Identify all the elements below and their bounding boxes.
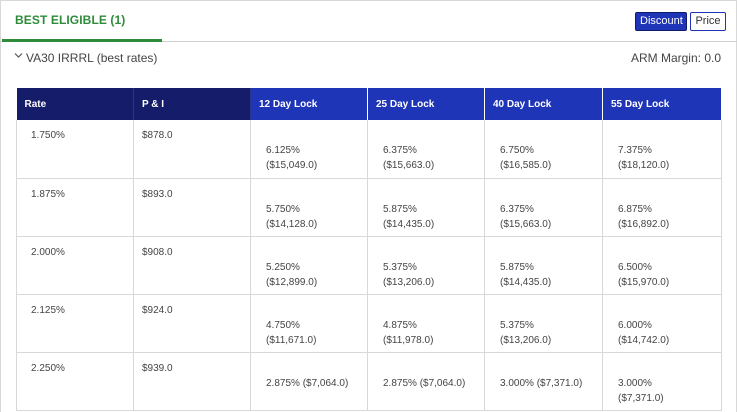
table-row: 1.750% $878.0 6.125% ($15,049.0) 6.375% ($15,… (16, 120, 722, 179)
pi-cell: $878.0 (133, 120, 251, 179)
lock-rate: 5.875% (500, 261, 534, 273)
lock-price: ($7,064.0) (302, 377, 349, 389)
lock-price-cell[interactable]: 6.750% ($16,585.0) (484, 120, 603, 179)
column-header-12-day-lock: 12 Day Lock (250, 88, 368, 120)
lock-rate: 2.875% (383, 377, 417, 389)
pi-cell: $893.0 (133, 178, 251, 237)
discount-toggle-button[interactable]: Discount (635, 12, 687, 31)
column-header-55-day-lock: 55 Day Lock (602, 88, 722, 120)
table-row: 2.125% $924.0 4.750% ($11,671.0) 4.875% ($11,… (16, 294, 722, 353)
rate-cell: 2.250% (16, 352, 134, 411)
lock-price: ($15,663.0) (500, 218, 552, 230)
rates-table: Rate P & I 12 Day Lock 25 Day Lock 40 Da… (16, 88, 722, 411)
lock-price-cell[interactable]: 3.000% ($7,371.0) (484, 352, 603, 411)
lock-price-cell[interactable]: 5.375% ($13,206.0) (367, 236, 485, 295)
program-title[interactable]: VA30 IRRRL (best rates) (26, 51, 158, 65)
lock-rate: 3.000% (500, 377, 534, 389)
column-header-rate: Rate (16, 88, 134, 120)
arm-margin: ARM Margin: 0.0 (630, 51, 721, 65)
lock-rate: 3.000% (618, 377, 652, 389)
lock-rate: 7.375% (618, 145, 652, 156)
table-row: 2.000% $908.0 5.250% ($12,899.0) 5.375% ($13,… (16, 236, 722, 295)
column-header-pi: P & I (133, 88, 251, 120)
lock-price: ($15,970.0) (618, 276, 670, 288)
tab-best-eligible[interactable]: BEST ELIGIBLE (1) (2, 0, 162, 42)
lock-rate: 6.000% (618, 319, 652, 331)
lock-rate: 4.875% (383, 319, 417, 331)
table-header-row: Rate P & I 12 Day Lock 25 Day Lock 40 Da… (16, 88, 722, 120)
lock-rate: 6.375% (500, 203, 534, 215)
lock-price-cell[interactable]: 6.375% ($15,663.0) (484, 178, 603, 237)
pi-cell: $908.0 (133, 236, 251, 295)
lock-price-cell[interactable]: 5.375% ($13,206.0) (484, 294, 603, 353)
lock-price-cell[interactable]: 5.875% ($14,435.0) (484, 236, 603, 295)
lock-rate: 5.250% (266, 261, 300, 273)
lock-price: ($16,892.0) (618, 218, 670, 230)
lock-price-cell[interactable]: 2.875% ($7,064.0) (367, 352, 485, 411)
lock-price-cell[interactable]: 6.375% ($15,663.0) (367, 120, 485, 179)
tab-bar: BEST ELIGIBLE (1) Discount Price (0, 0, 737, 42)
lock-price-cell[interactable]: 4.750% ($11,671.0) (250, 294, 368, 353)
lock-price: ($14,128.0) (266, 218, 318, 230)
lock-rate: 4.750% (266, 319, 300, 331)
lock-price: ($11,671.0) (266, 334, 317, 346)
table-row: 1.875% $893.0 5.750% ($14,128.0) 5.875% ($14,… (16, 178, 722, 237)
lock-price-cell[interactable]: 6.500% ($15,970.0) (602, 236, 722, 295)
column-header-40-day-lock: 40 Day Lock (484, 88, 603, 120)
lock-rate: 2.875% (266, 377, 300, 389)
lock-price-cell[interactable]: 6.125% ($15,049.0) (250, 120, 368, 179)
rate-cell: 1.875% (16, 178, 134, 237)
lock-price-cell[interactable]: 5.750% ($14,128.0) (250, 178, 368, 237)
lock-rate: 5.875% (383, 203, 417, 215)
lock-rate: 6.750% (500, 145, 534, 156)
lock-rate: 5.375% (383, 261, 417, 273)
lock-price-cell[interactable]: 6.000% ($14,742.0) (602, 294, 722, 353)
lock-price: ($18,120.0) (618, 160, 670, 171)
chevron-down-icon[interactable] (14, 52, 23, 59)
pi-cell: $924.0 (133, 294, 251, 353)
lock-rate: 6.375% (383, 145, 417, 156)
rate-cell: 1.750% (16, 120, 134, 179)
lock-price-cell[interactable]: 4.875% ($11,978.0) (367, 294, 485, 353)
lock-price-cell[interactable]: 5.250% ($12,899.0) (250, 236, 368, 295)
lock-rate: 5.375% (500, 319, 534, 331)
lock-rate: 5.750% (266, 203, 300, 215)
lock-price: ($7,064.0) (419, 377, 466, 389)
lock-rate: 6.125% (266, 145, 300, 156)
lock-rate: 6.500% (618, 261, 652, 273)
tab-best-eligible-label: BEST ELIGIBLE (1) (15, 13, 126, 27)
lock-price: ($14,435.0) (383, 218, 435, 230)
lock-price: ($7,371.0) (618, 392, 664, 404)
lock-price: ($13,206.0) (383, 276, 435, 288)
lock-price-cell[interactable]: 6.875% ($16,892.0) (602, 178, 722, 237)
rate-cell: 2.000% (16, 236, 134, 295)
lock-price: ($14,435.0) (500, 276, 552, 288)
lock-price-cell[interactable]: 5.875% ($14,435.0) (367, 178, 485, 237)
rate-cell: 2.125% (16, 294, 134, 353)
lock-price: ($7,371.0) (536, 377, 583, 389)
column-header-25-day-lock: 25 Day Lock (367, 88, 485, 120)
lock-price: ($15,663.0) (383, 160, 435, 171)
price-toggle-button[interactable]: Price (690, 12, 726, 31)
lock-rate: 6.875% (618, 203, 652, 215)
lock-price: ($15,049.0) (266, 160, 318, 171)
table-row: 2.250% $939.0 2.875% ($7,064.0) 2.875% ($7,… (16, 352, 722, 411)
lock-price-cell[interactable]: 2.875% ($7,064.0) (250, 352, 368, 411)
lock-price: ($12,899.0) (266, 276, 318, 288)
lock-price: ($11,978.0) (383, 334, 434, 346)
lock-price: ($14,742.0) (618, 334, 670, 346)
lock-price-cell[interactable]: 7.375% ($18,120.0) (602, 120, 722, 179)
lock-price-cell[interactable]: 3.000% ($7,371.0) (602, 352, 722, 411)
lock-price: ($16,585.0) (500, 160, 552, 171)
lock-price: ($13,206.0) (500, 334, 552, 346)
pi-cell: $939.0 (133, 352, 251, 411)
